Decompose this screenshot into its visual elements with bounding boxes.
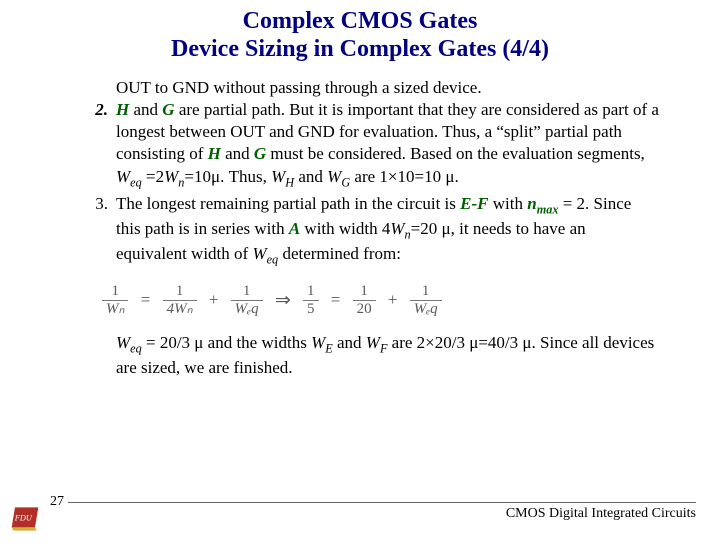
footer-rule: [50, 502, 696, 503]
list-item-3: 3. The longest remaining partial path in…: [80, 193, 660, 269]
implies-arrow: ⇒: [269, 289, 297, 312]
body-content: OUT to GND without passing through a siz…: [80, 77, 660, 269]
frac-5: 120: [353, 283, 376, 319]
var-EF: E-F: [460, 194, 488, 213]
slide-title: Complex CMOS Gates Device Sizing in Comp…: [0, 8, 720, 63]
equation: 1Wₙ = 14Wₙ + 1Wₑq ⇒ 15 = 120 + 1Wₑq: [100, 283, 720, 319]
title-line-1: Complex CMOS Gates: [0, 8, 720, 36]
frac-3: 1Wₑq: [231, 283, 263, 319]
frac-2: 14Wₙ: [163, 283, 197, 319]
after-equation-text: Weq = 20/3 μ and the widths WE and WF ar…: [116, 332, 660, 379]
var-nmax: nmax: [527, 194, 558, 213]
university-logo-icon: FDU: [8, 504, 42, 534]
var-H-2: H: [208, 144, 221, 163]
svg-text:FDU: FDU: [14, 514, 33, 523]
footer: 27 CMOS Digital Integrated Circuits: [0, 502, 720, 530]
item3-number: 3.: [80, 193, 116, 269]
frac-6: 1Wₑq: [410, 283, 442, 319]
footer-text: CMOS Digital Integrated Circuits: [506, 506, 696, 522]
frac-1: 1Wₙ: [102, 283, 128, 319]
item2-body: H and G are partial path. But it is impo…: [116, 99, 660, 191]
var-G-2: G: [254, 144, 266, 163]
lead-line: OUT to GND without passing through a siz…: [116, 77, 660, 99]
var-G: G: [162, 100, 174, 119]
page-number: 27: [50, 494, 68, 510]
frac-4: 15: [303, 283, 319, 319]
item3-body: The longest remaining partial path in th…: [116, 193, 660, 269]
var-A: A: [289, 219, 300, 238]
var-H: H: [116, 100, 129, 119]
item2-number: 2.: [80, 99, 116, 191]
list-item-2: 2. H and G are partial path. But it is i…: [80, 99, 660, 191]
title-line-2: Device Sizing in Complex Gates (4/4): [0, 36, 720, 64]
